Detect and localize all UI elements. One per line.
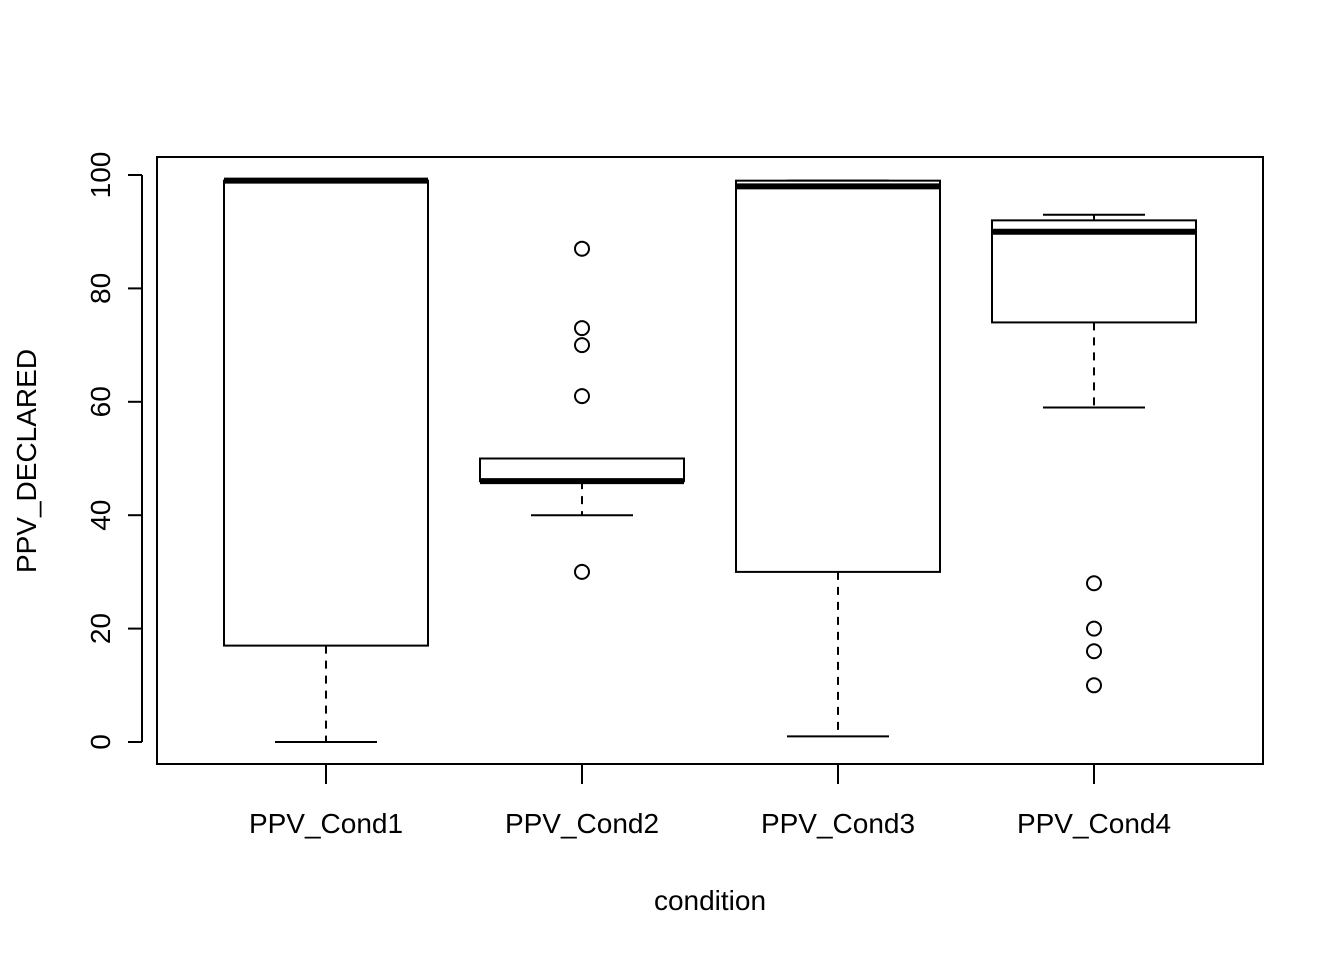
y-tick-label: 40: [85, 500, 116, 531]
iqr-box: [223, 179, 429, 647]
iqr-box: [735, 179, 941, 573]
x-tick-label: PPV_Cond4: [1017, 808, 1171, 839]
x-axis-label: condition: [654, 885, 766, 916]
box-group: [223, 177, 429, 743]
x-tick-label: PPV_Cond2: [505, 808, 659, 839]
iqr-box: [991, 219, 1197, 324]
outlier-point: [1086, 575, 1102, 592]
outlier-point: [574, 320, 590, 337]
y-tick-label: 20: [85, 613, 116, 644]
outlier-point: [574, 240, 590, 257]
y-tick-label: 0: [85, 734, 116, 750]
x-axis: PPV_Cond1 PPV_Cond2 PPV_Cond3 PPV_Cond4: [249, 764, 1171, 839]
y-axis-label: PPV_DECLARED: [11, 349, 42, 573]
box-group: [479, 240, 685, 580]
outlier-point: [574, 388, 590, 405]
y-tick-label: 80: [85, 273, 116, 304]
y-tick-label: 100: [85, 152, 116, 199]
outlier-point: [1086, 677, 1102, 694]
boxes-layer: [223, 177, 1197, 743]
outlier-point: [574, 337, 590, 354]
outlier-point: [1086, 620, 1102, 637]
x-tick-label: PPV_Cond3: [761, 808, 915, 839]
y-axis: 0 20 40 60 80 100: [85, 152, 143, 750]
outlier-point: [574, 563, 590, 580]
x-tick-label: PPV_Cond1: [249, 808, 403, 839]
iqr-box: [479, 457, 685, 483]
box-group: [991, 213, 1197, 694]
y-tick-label: 60: [85, 386, 116, 417]
box-group: [735, 179, 941, 738]
plot-frame: [156, 156, 1264, 765]
outlier-point: [1086, 643, 1102, 660]
